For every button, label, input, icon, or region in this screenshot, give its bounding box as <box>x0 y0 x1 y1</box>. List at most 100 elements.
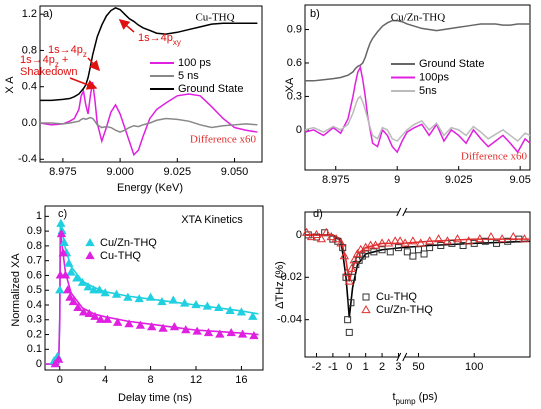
y-tick-label: 1.2 <box>22 8 37 20</box>
panel-label: a) <box>43 8 53 20</box>
point <box>486 232 496 241</box>
point <box>157 297 167 306</box>
point <box>56 229 67 238</box>
plot-frame <box>44 205 264 371</box>
chart-title: Cu-THQ <box>195 12 234 24</box>
point <box>58 248 68 257</box>
point <box>400 238 410 247</box>
point <box>77 277 88 286</box>
point <box>111 289 122 298</box>
legend-label: 5ns <box>419 85 437 97</box>
plot-frame <box>39 5 263 163</box>
x-tick-label: 9 <box>394 174 400 186</box>
point <box>226 328 236 337</box>
point <box>442 236 453 245</box>
x-tick-label: 4 <box>102 374 108 386</box>
point <box>84 308 94 317</box>
axis-break-gap <box>398 208 405 216</box>
point <box>394 244 402 252</box>
y-tick-label: 1 <box>36 210 42 222</box>
point <box>73 302 83 312</box>
point <box>386 248 394 256</box>
point <box>55 285 65 294</box>
point <box>135 320 146 329</box>
x-axis-label: tpump (ps) <box>392 391 437 406</box>
point <box>169 322 180 331</box>
y-tick-label: -0.4 <box>18 153 37 165</box>
point <box>377 238 387 247</box>
series-line <box>304 95 531 143</box>
annotation-text: 1s→4p <box>48 44 83 56</box>
note: Difference x60 <box>190 134 257 146</box>
point <box>347 263 357 272</box>
legend-label: Ground State <box>419 58 484 70</box>
point <box>344 276 354 285</box>
y-tick-label: 0.8 <box>27 240 42 252</box>
chart-title: Cu/Zn-THQ <box>391 12 445 24</box>
x-tick-label: 9.025 <box>164 166 192 178</box>
point <box>113 317 123 326</box>
point <box>326 232 336 241</box>
y-axis-label: XA <box>284 77 296 92</box>
y-axis-label: X A <box>4 76 16 94</box>
annotation-arrow <box>87 57 101 72</box>
point <box>248 311 258 320</box>
point <box>179 298 190 307</box>
annotation-sub: z <box>83 50 87 59</box>
point <box>420 250 428 258</box>
x-tick-label: 9.000 <box>106 166 134 178</box>
point <box>95 314 106 323</box>
x-axis-label: Energy (KeV) <box>117 182 183 194</box>
legend-label: Cu/Zn-THQ <box>376 304 433 316</box>
point <box>50 359 60 368</box>
x-tick-label: 1 <box>363 361 369 373</box>
x-tick-label: 0 <box>346 361 352 373</box>
point <box>215 329 225 338</box>
point <box>123 292 133 301</box>
point <box>395 236 405 245</box>
point <box>94 285 105 294</box>
point <box>342 268 352 277</box>
point <box>124 319 134 328</box>
y-tick-label: 0.5 <box>27 284 42 296</box>
legend-label: 100 ps <box>178 57 212 69</box>
point <box>331 234 341 243</box>
point <box>68 297 79 306</box>
y-tick-label: 0 <box>36 358 42 370</box>
point <box>463 236 474 245</box>
x-tick-label: 8.975 <box>49 166 77 178</box>
point <box>316 234 327 243</box>
point <box>145 292 156 301</box>
y-tick-label: 0.6 <box>287 57 302 69</box>
panel-label: b) <box>310 8 320 20</box>
panel-label: d) <box>313 208 323 220</box>
point <box>370 248 378 256</box>
point <box>508 232 518 241</box>
axis-break <box>396 207 408 217</box>
x-axis-label: Delay time (ns) <box>118 392 192 404</box>
x-tick-label: 9.025 <box>445 174 473 186</box>
point <box>60 270 71 279</box>
point <box>237 329 248 338</box>
x-tick-label: 12 <box>190 374 202 386</box>
y-tick-label: 0.6 <box>27 269 42 281</box>
point <box>493 239 501 247</box>
chart-title: XTA Kinetics <box>181 214 243 226</box>
point <box>370 240 381 249</box>
x-tick-label: -2 <box>312 361 322 373</box>
point <box>437 241 445 249</box>
x-axis-label-sub: pump <box>396 397 417 406</box>
legend-marker <box>85 237 95 247</box>
point <box>66 267 76 276</box>
point <box>56 218 66 227</box>
point <box>225 305 235 315</box>
point <box>78 307 89 316</box>
annotation-arrow <box>118 19 135 33</box>
legend-marker <box>85 250 95 260</box>
point <box>365 240 376 249</box>
point <box>414 246 422 254</box>
point <box>214 302 224 312</box>
y-tick-label: 0.3 <box>287 90 302 102</box>
annotation: 1s→4pxy <box>138 32 181 47</box>
annotation: Shakedown <box>20 66 78 78</box>
